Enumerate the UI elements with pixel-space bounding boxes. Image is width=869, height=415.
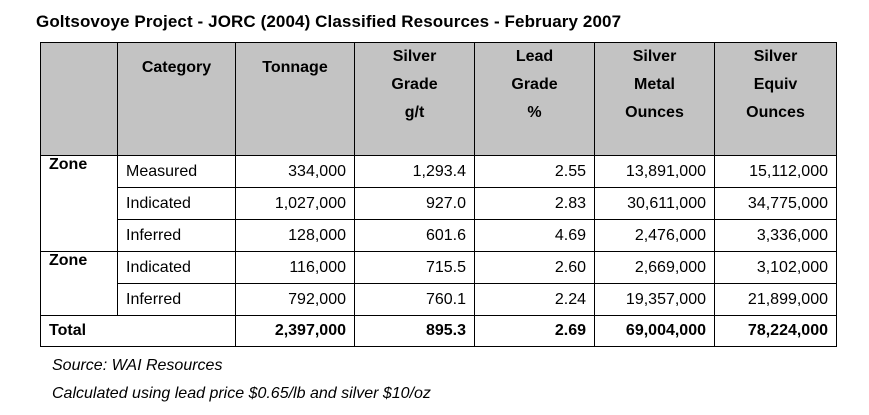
header-silver-equiv: Silver Equiv Ounces — [714, 42, 837, 156]
lead-grade-cell: 2.60 — [474, 251, 595, 284]
silver-metal-cell: 13,891,000 — [594, 155, 715, 188]
zone-label: Zone — [40, 155, 118, 252]
category-cell: Inferred — [117, 283, 236, 316]
total-silver-equiv: 78,224,000 — [714, 315, 837, 347]
header-line: Lead — [515, 48, 554, 65]
header-tonnage: Tonnage — [235, 42, 355, 156]
silver-equiv-cell: 21,899,000 — [714, 283, 837, 316]
header-silver-metal: Silver Metal Ounces — [594, 42, 715, 156]
silver-metal-cell: 30,611,000 — [594, 187, 715, 220]
total-silver-grade: 895.3 — [354, 315, 475, 347]
total-row: Total 2,397,000 895.3 2.69 69,004,000 78… — [40, 315, 837, 347]
total-silver-metal: 69,004,000 — [594, 315, 715, 347]
header-empty-cell — [40, 42, 118, 156]
header-unit: g/t — [404, 104, 425, 121]
table-row: Zone Measured 334,000 1,293.4 2.55 13,89… — [40, 155, 837, 252]
header-line: Equiv — [753, 76, 798, 93]
silver-equiv-cell: 3,102,000 — [714, 251, 837, 284]
table-row: Indicated 1,027,000 927.0 2.83 30,611,00… — [41, 187, 837, 220]
lead-grade-cell: 2.83 — [474, 187, 595, 220]
header-unit: % — [527, 104, 542, 121]
header-unit: Ounces — [625, 104, 684, 121]
lead-grade-cell: 2.55 — [474, 155, 595, 188]
calculation-note: Calculated using lead price $0.65/lb and… — [52, 385, 431, 402]
silver-metal-cell: 2,476,000 — [594, 219, 715, 252]
silver-metal-cell: 19,357,000 — [594, 283, 715, 316]
silver-equiv-cell: 15,112,000 — [714, 155, 837, 188]
total-lead-grade: 2.69 — [474, 315, 595, 347]
header-row: Category Tonnage Silver Grade g/t Lead G… — [40, 42, 837, 156]
header-line: Metal — [634, 76, 675, 93]
tonnage-cell: 1,027,000 — [235, 187, 355, 220]
silver-grade-cell: 715.5 — [354, 251, 475, 284]
header-unit: Ounces — [746, 104, 805, 121]
header-line: Grade — [511, 76, 558, 93]
header-lead-grade: Lead Grade % — [474, 42, 595, 156]
table-row: Inferred 128,000 601.6 4.69 2,476,000 3,… — [41, 219, 837, 252]
document-title: Goltsovoye Project - JORC (2004) Classif… — [36, 12, 622, 31]
silver-grade-cell: 1,293.4 — [354, 155, 475, 188]
zone-label: Zone — [40, 251, 118, 316]
header-line: Grade — [391, 76, 438, 93]
header-silver-grade: Silver Grade g/t — [354, 42, 475, 156]
silver-equiv-cell: 34,775,000 — [714, 187, 837, 220]
tonnage-cell: 128,000 — [235, 219, 355, 252]
header-line: Silver — [392, 48, 437, 65]
silver-grade-cell: 927.0 — [354, 187, 475, 220]
silver-equiv-cell: 3,336,000 — [714, 219, 837, 252]
source-note: Source: WAI Resources — [52, 357, 223, 374]
category-cell: Indicated — [117, 251, 236, 284]
total-tonnage: 2,397,000 — [235, 315, 355, 347]
header-line: Silver — [753, 48, 798, 65]
category-cell: Indicated — [117, 187, 236, 220]
footnotes: Source: WAI Resources Calculated using l… — [52, 352, 431, 408]
silver-grade-cell: 601.6 — [354, 219, 475, 252]
lead-grade-cell: 4.69 — [474, 219, 595, 252]
total-label: Total — [40, 315, 236, 347]
table-row: Zone Indicated 116,000 715.5 2.60 2,669,… — [40, 251, 837, 316]
resources-table: Category Tonnage Silver Grade g/t Lead G… — [40, 42, 837, 347]
tonnage-cell: 116,000 — [235, 251, 355, 284]
header-category: Category — [117, 42, 236, 156]
tonnage-cell: 792,000 — [235, 283, 355, 316]
category-cell: Inferred — [117, 219, 236, 252]
header-line: Silver — [632, 48, 677, 65]
silver-metal-cell: 2,669,000 — [594, 251, 715, 284]
category-cell: Measured — [117, 155, 236, 188]
silver-grade-cell: 760.1 — [354, 283, 475, 316]
tonnage-cell: 334,000 — [235, 155, 355, 188]
table-row: Inferred 792,000 760.1 2.24 19,357,000 2… — [41, 283, 837, 316]
lead-grade-cell: 2.24 — [474, 283, 595, 316]
